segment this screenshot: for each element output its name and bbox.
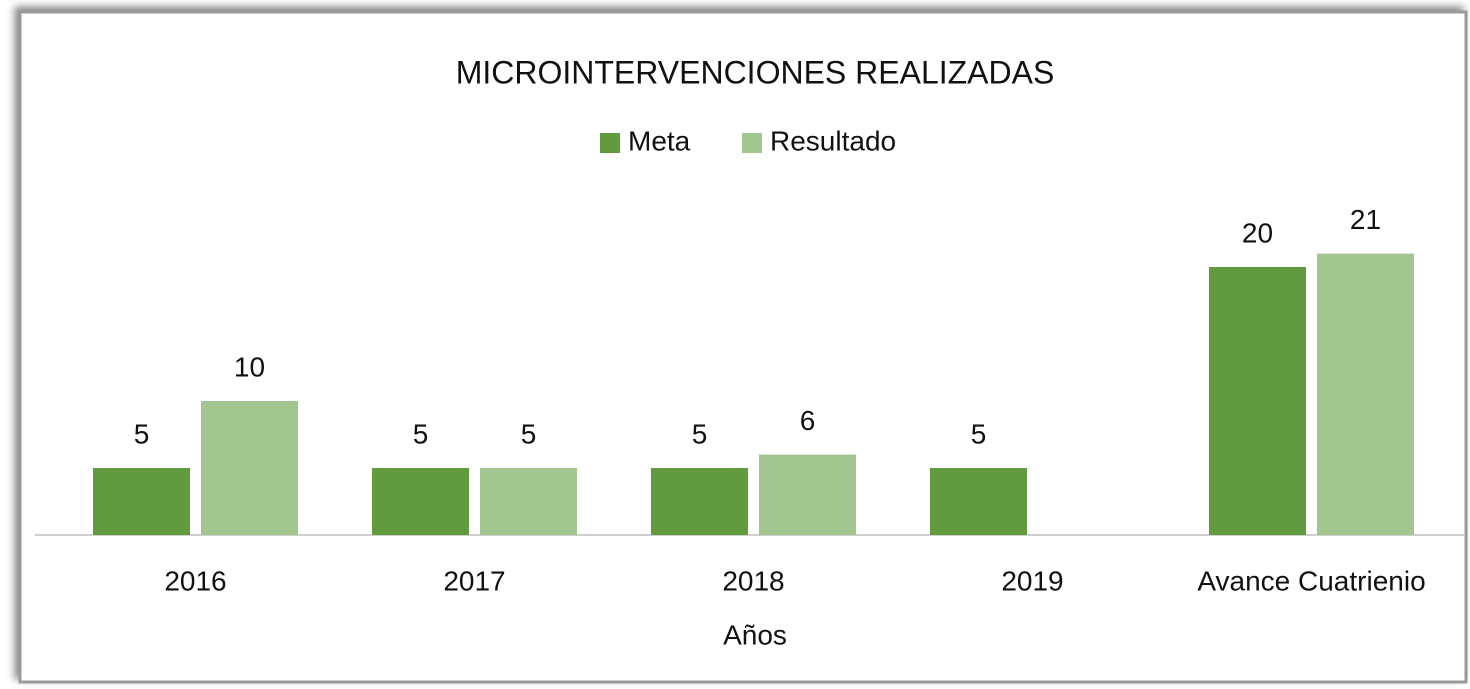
legend-label: Resultado (770, 125, 896, 156)
x-tick-label: 2016 (164, 565, 226, 596)
data-label: 10 (234, 351, 265, 382)
legend-swatch (600, 133, 620, 153)
data-label: 5 (971, 418, 987, 449)
bar (1209, 267, 1306, 535)
chart-title: MICROINTERVENCIONES REALIZADAS (456, 54, 1055, 90)
legend-swatch (742, 133, 762, 153)
data-label: 5 (134, 418, 150, 449)
data-label: 5 (692, 418, 708, 449)
legend-label: Meta (628, 125, 691, 156)
bar (651, 468, 748, 535)
x-tick-label: Avance Cuatrienio (1197, 565, 1425, 596)
bar (1317, 253, 1414, 535)
bar (93, 468, 190, 535)
data-label: 5 (413, 418, 429, 449)
bar (372, 468, 469, 535)
x-tick-label: 2018 (722, 565, 784, 596)
data-label: 5 (521, 418, 537, 449)
data-label: 6 (800, 405, 816, 436)
x-tick-label: 2017 (443, 565, 505, 596)
bar (480, 468, 577, 535)
bar (201, 401, 298, 535)
x-axis-title: Años (723, 619, 787, 650)
bar (759, 454, 856, 535)
x-tick-label: 2019 (1001, 565, 1063, 596)
data-label: 21 (1350, 204, 1381, 235)
bar (930, 468, 1027, 535)
data-label: 20 (1242, 217, 1273, 248)
